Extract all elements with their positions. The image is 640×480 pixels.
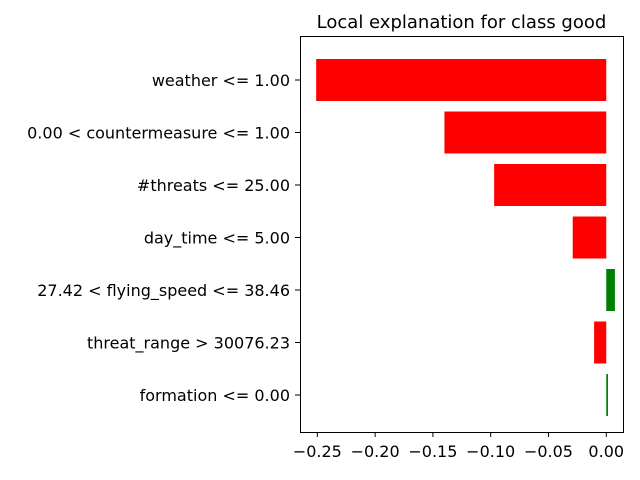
category-label: #threats <= 25.00 (137, 176, 290, 195)
bar (606, 374, 608, 416)
bar (316, 59, 607, 101)
category-labels: weather <= 1.00 0.00 < countermeasure <= … (27, 71, 300, 405)
bar (594, 321, 607, 364)
category-label: day_time <= 5.00 (144, 229, 290, 249)
category-label: 27.42 < flying_speed <= 38.46 (37, 281, 290, 301)
category-label: weather <= 1.00 (152, 71, 290, 90)
x-tick-label: 0.00 (588, 442, 624, 461)
bar (572, 216, 607, 259)
axes-frame (300, 36, 624, 433)
x-axis-ticks: −0.25 −0.20 −0.15 −0.10 −0.05 0.00 (293, 432, 624, 461)
x-tick-label: −0.20 (351, 442, 400, 461)
chart-title: Local explanation for class good (317, 12, 607, 33)
bar (444, 111, 607, 154)
category-label: threat_range > 30076.23 (87, 334, 290, 354)
category-label: 0.00 < countermeasure <= 1.00 (27, 124, 290, 143)
x-tick-label: −0.15 (408, 442, 457, 461)
bar (494, 164, 607, 206)
x-tick-label: −0.25 (293, 442, 342, 461)
x-tick-label: −0.05 (524, 442, 573, 461)
bars-group (316, 59, 615, 416)
category-label: formation <= 0.00 (140, 386, 290, 405)
bar (606, 269, 615, 311)
x-tick-label: −0.10 (466, 442, 515, 461)
